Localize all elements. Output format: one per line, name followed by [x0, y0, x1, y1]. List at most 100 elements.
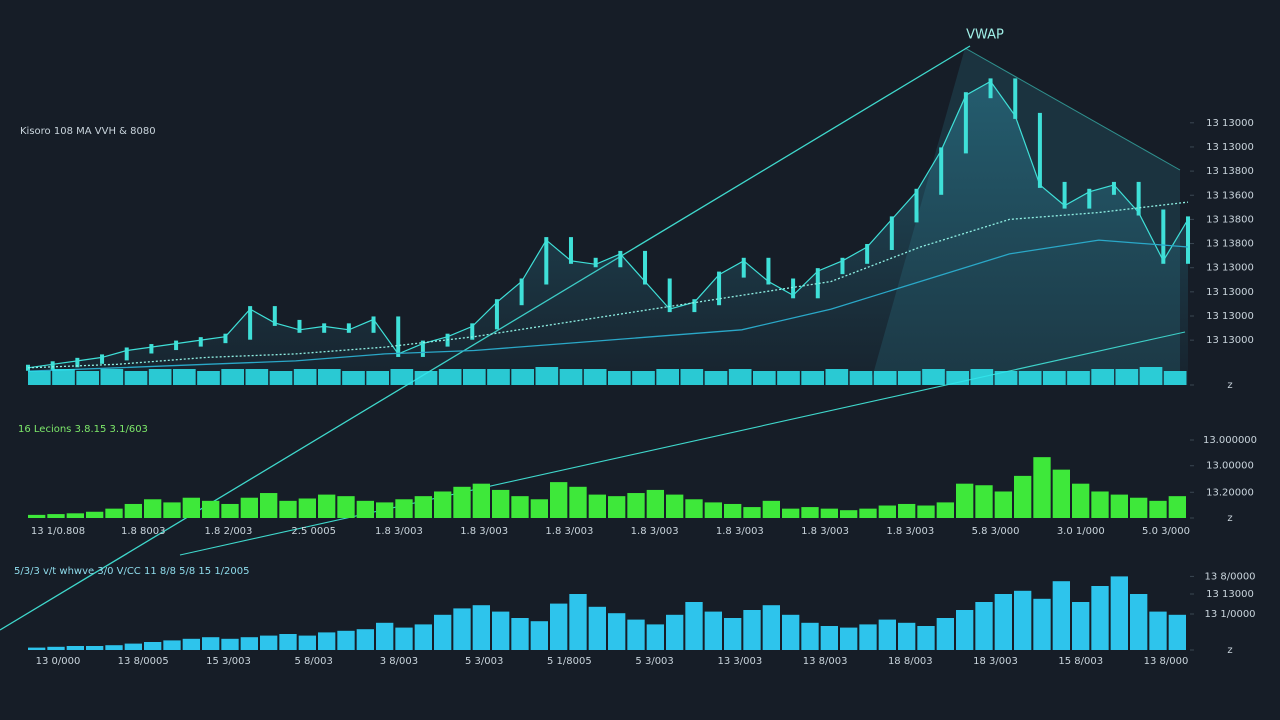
histogram-bar: [530, 621, 548, 650]
x-tick-label: 15 8/003: [1058, 656, 1103, 667]
histogram-bar: [144, 499, 162, 518]
histogram-bar: [1052, 469, 1070, 518]
candle: [1087, 188, 1092, 209]
y-tick-label: 13 13000: [1206, 311, 1254, 322]
candle: [593, 257, 598, 268]
histogram-bar: [704, 611, 722, 650]
volume-bar: [342, 371, 365, 385]
candle: [100, 354, 105, 364]
x-tick-label: 1.8 3/003: [631, 526, 679, 537]
histogram-bar: [28, 647, 46, 650]
histogram-bar: [569, 594, 587, 650]
histogram-bar: [588, 606, 606, 650]
candle: [1111, 181, 1116, 195]
x-tick-label: 3.0 1/000: [1057, 526, 1105, 537]
histogram-bar: [279, 634, 297, 650]
histogram-bar: [66, 646, 84, 650]
y-tick-label: z: [1227, 513, 1232, 524]
x-tick-label: 5 3/003: [465, 656, 503, 667]
candle: [1136, 181, 1141, 216]
vwap-line: [27, 201, 1189, 369]
x-tick-label: 5.8 3/000: [972, 526, 1020, 537]
candle: [988, 78, 993, 99]
histogram-bar: [47, 514, 65, 518]
x-tick-label: 13 1/0.808: [31, 526, 85, 537]
volume-bar: [1067, 371, 1090, 385]
histogram-bar: [1091, 586, 1109, 650]
histogram-bar: [144, 642, 162, 650]
volume-bar: [28, 371, 51, 385]
histogram-bar: [627, 619, 645, 650]
histogram-bar: [124, 643, 142, 650]
histogram-bar: [820, 626, 838, 650]
histogram-bar: [163, 502, 181, 518]
histogram-bar: [356, 629, 374, 650]
histogram-bar: [28, 514, 46, 518]
histogram-bar: [124, 503, 142, 518]
volume-bar: [100, 369, 124, 385]
volume-bar: [245, 369, 269, 385]
y-tick-label: z: [1227, 645, 1232, 656]
histogram-bar: [240, 637, 258, 650]
histogram-bar: [511, 618, 529, 650]
candle: [297, 319, 302, 333]
ma-line: [27, 239, 1189, 372]
histogram-bar: [1072, 483, 1090, 518]
histogram-bar: [569, 486, 587, 518]
histogram-bar: [878, 505, 896, 518]
y-tick-label: 13 13000: [1206, 263, 1254, 274]
candle: [1062, 181, 1067, 209]
volume-bar: [293, 369, 317, 385]
histogram-bar: [956, 610, 974, 650]
volume-bar: [608, 371, 631, 385]
volume-bar: [994, 371, 1018, 385]
histogram-bar: [994, 594, 1012, 650]
histogram-bar: [743, 507, 761, 518]
candle: [470, 323, 475, 340]
y-tick-label: z: [1227, 380, 1232, 391]
panel-label: 16 Lecions 3.8.15 3.1/603: [18, 424, 148, 435]
histogram-bar: [724, 618, 742, 650]
histogram-bar: [936, 618, 954, 650]
candle: [346, 323, 351, 333]
y-tick-label: 13 13000: [1206, 589, 1254, 600]
histogram-bar: [395, 499, 413, 518]
volume-bar: [390, 369, 414, 385]
x-tick-label: 5.0 3/000: [1142, 526, 1190, 537]
y-tick-label: 13.00000: [1206, 461, 1254, 472]
histogram-bar: [260, 493, 278, 518]
panel-label: Kisoro 108 MA VVH & 8080: [20, 126, 156, 137]
histogram-bar: [530, 499, 548, 518]
candle: [223, 333, 228, 344]
candle: [889, 216, 894, 250]
histogram-bar: [1072, 602, 1090, 650]
histogram-bar: [163, 640, 181, 650]
volume-bar: [825, 369, 849, 385]
histogram-bar: [1130, 497, 1148, 518]
y-tick-label: 13.000000: [1203, 435, 1257, 446]
histogram-bar: [627, 493, 645, 518]
volume-bar: [559, 369, 583, 385]
histogram-bar: [105, 508, 123, 518]
candle: [939, 147, 944, 195]
candle: [865, 244, 870, 264]
histogram-bar: [1130, 594, 1148, 650]
histogram-bar: [240, 497, 258, 518]
histogram-bar: [762, 500, 780, 518]
volume-bar: [656, 369, 679, 385]
candle: [1161, 209, 1166, 264]
volume-bar: [52, 369, 75, 385]
histogram-bar: [182, 497, 200, 518]
x-tick-label: 1.8 3/003: [460, 526, 508, 537]
histogram-bar: [1168, 496, 1186, 518]
candle: [766, 257, 771, 285]
x-tick-label: 3 8/003: [380, 656, 418, 667]
histogram-bar: [414, 496, 432, 518]
histogram-bar: [434, 614, 452, 650]
volume-bar: [76, 371, 99, 385]
x-tick-label: 1.8 8003: [121, 526, 166, 537]
histogram-bar: [588, 494, 606, 518]
histogram-bar: [318, 494, 336, 518]
volume-bar: [849, 371, 873, 385]
volume-bar: [463, 369, 486, 385]
